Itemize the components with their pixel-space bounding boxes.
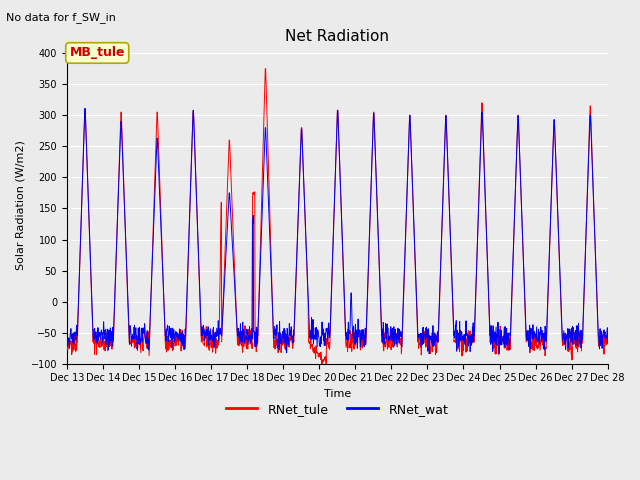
Text: No data for f_SW_in: No data for f_SW_in — [6, 12, 116, 23]
X-axis label: Time: Time — [324, 389, 351, 399]
Y-axis label: Solar Radiation (W/m2): Solar Radiation (W/m2) — [15, 141, 25, 270]
Text: MB_tule: MB_tule — [70, 47, 125, 60]
Title: Net Radiation: Net Radiation — [285, 29, 389, 44]
Legend: RNet_tule, RNet_wat: RNet_tule, RNet_wat — [221, 398, 453, 421]
